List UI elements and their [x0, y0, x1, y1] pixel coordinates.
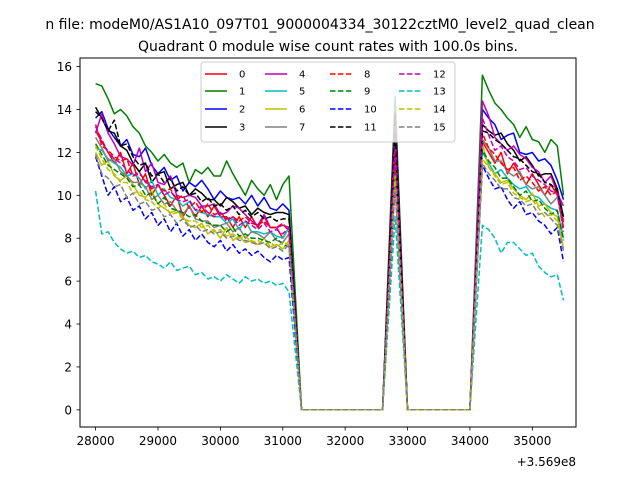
legend-label-14: 14	[433, 105, 446, 116]
legend-label-13: 13	[433, 87, 446, 98]
chart-suptitle: n file: modeM0/AS1A10_097T01_9000004334_…	[45, 17, 594, 33]
legend-label-2: 2	[239, 105, 245, 116]
series-line-4	[94, 100, 565, 411]
axes-frame	[79, 57, 577, 428]
legend-label-1: 1	[239, 87, 245, 98]
y-tick-label: 2	[64, 360, 72, 374]
x-tick-label: 35000	[513, 434, 551, 448]
legend-label-5: 5	[299, 87, 305, 98]
legend-label-0: 0	[239, 70, 245, 81]
x-tick-label: 31000	[264, 434, 302, 448]
x-tick-label: 33000	[388, 434, 426, 448]
legend-label-10: 10	[364, 105, 377, 116]
legend-box	[200, 61, 456, 143]
legend-label-6: 6	[299, 105, 305, 116]
legend-label-9: 9	[364, 87, 370, 98]
y-axis-ticks: 0 2 4 6 8 10 12 14 16	[57, 60, 80, 417]
chart-title: Quadrant 0 module wise count rates with …	[138, 39, 518, 55]
legend-label-4: 4	[299, 70, 305, 81]
y-tick-label: 10	[57, 189, 72, 203]
x-tick-label: 30000	[201, 434, 239, 448]
x-tick-label: 32000	[326, 434, 364, 448]
legend-label-12: 12	[433, 70, 446, 81]
y-tick-label: 8	[64, 232, 72, 246]
series-line-13	[94, 190, 565, 411]
legend-label-8: 8	[364, 70, 370, 81]
legend-label-15: 15	[433, 123, 446, 134]
series-line-5	[95, 147, 565, 411]
y-tick-label: 0	[64, 403, 72, 417]
y-tick-label: 12	[57, 146, 72, 160]
x-tick-label: 29000	[139, 434, 177, 448]
y-tick-label: 6	[64, 275, 72, 289]
y-tick-label: 16	[57, 60, 72, 74]
series-line-2	[95, 108, 565, 411]
legend-label-11: 11	[364, 123, 377, 134]
x-tick-label: 34000	[451, 434, 489, 448]
x-axis-ticks: 28000 29000 30000 31000 32000 33000 34000 35000	[77, 427, 551, 448]
y-tick-label: 4	[64, 318, 72, 332]
legend-label-3: 3	[239, 123, 245, 134]
series-line-8	[94, 124, 565, 411]
x-tick-label: 28000	[77, 434, 115, 448]
x-axis-offset-label: +3.569e8	[517, 455, 576, 469]
y-tick-label: 14	[57, 103, 72, 117]
series-line-15	[94, 154, 565, 411]
legend-label-7: 7	[299, 123, 305, 134]
series-lines	[94, 74, 565, 411]
